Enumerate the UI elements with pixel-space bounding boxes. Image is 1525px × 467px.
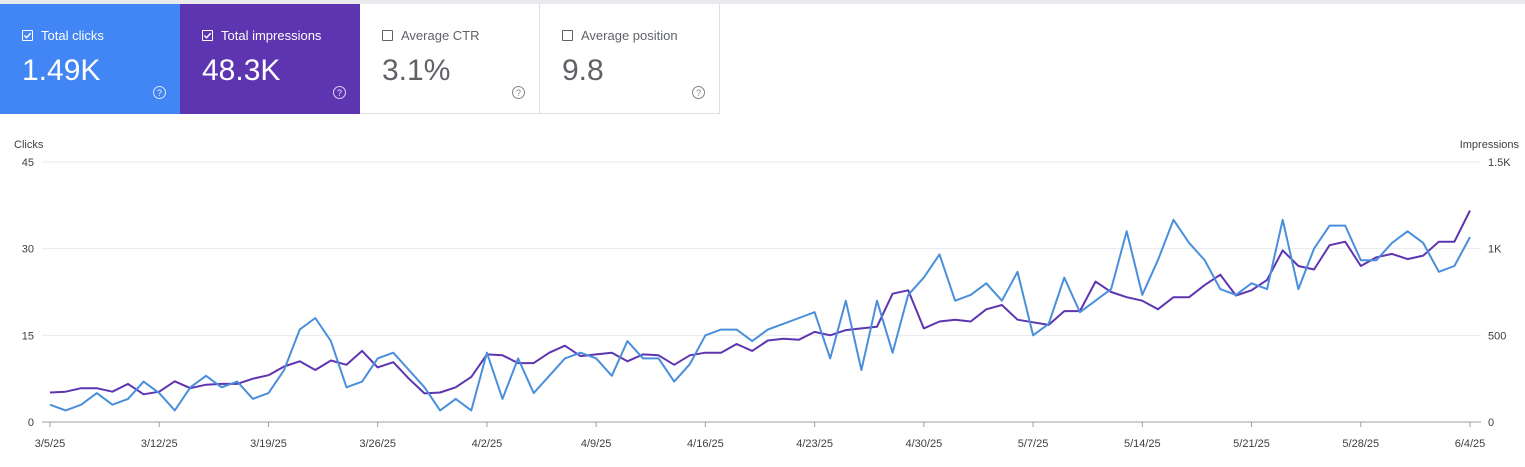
- total-clicks-value: 1.49K: [22, 54, 101, 87]
- total-impressions-header: Total impressions: [202, 28, 321, 43]
- x-tick-label: 3/12/25: [141, 438, 178, 450]
- left-axis-title: Clicks: [14, 139, 44, 151]
- x-tick-label: 3/19/25: [250, 438, 287, 450]
- help-icon[interactable]: ?: [512, 86, 525, 99]
- right-tick-label: 1.5K: [1488, 157, 1511, 169]
- total-impressions-label: Total impressions: [221, 28, 322, 43]
- x-axis-ticks: 3/5/25 3/12/25 3/19/25 3/26/25 4/2/25 4/9/25 4…: [35, 422, 1486, 450]
- metric-cards: Total clicks 1.49K ? Total impressions 4…: [0, 4, 720, 114]
- x-tick-label: 6/4/25: [1455, 438, 1486, 450]
- x-tick-label: 5/28/25: [1342, 438, 1379, 450]
- checkbox-unchecked-icon[interactable]: [562, 30, 573, 41]
- impressions-series-line: [49, 210, 1471, 396]
- left-tick-label: 0: [28, 417, 34, 429]
- left-tick-label: 15: [22, 330, 34, 342]
- chart-series: [49, 210, 1471, 412]
- x-tick-label: 5/7/25: [1018, 438, 1049, 450]
- help-icon[interactable]: ?: [692, 86, 705, 99]
- average-ctr-card[interactable]: Average CTR 3.1% ?: [360, 4, 540, 114]
- right-tick-label: 0: [1488, 417, 1494, 429]
- chart-grid: [42, 161, 1481, 423]
- average-ctr-label: Average CTR: [401, 28, 480, 43]
- x-tick-label: 4/16/25: [687, 438, 724, 450]
- checkbox-checked-icon[interactable]: [202, 30, 213, 41]
- x-tick-label: 4/23/25: [796, 438, 833, 450]
- total-clicks-label: Total clicks: [41, 28, 104, 43]
- average-position-value: 9.8: [562, 54, 604, 87]
- right-axis-ticks: 0 500 1K 1.5K: [1488, 157, 1511, 429]
- total-clicks-header: Total clicks: [22, 28, 104, 43]
- x-tick-label: 4/2/25: [472, 438, 503, 450]
- average-position-header: Average position: [562, 28, 678, 43]
- checkbox-unchecked-icon[interactable]: [382, 30, 393, 41]
- help-icon[interactable]: ?: [333, 86, 346, 99]
- right-tick-label: 1K: [1488, 244, 1502, 256]
- average-ctr-header: Average CTR: [382, 28, 480, 43]
- left-axis-ticks: 0 15 30 45: [22, 157, 34, 429]
- top-divider: [0, 0, 1525, 4]
- left-tick-label: 30: [22, 244, 34, 256]
- total-impressions-value: 48.3K: [202, 54, 281, 87]
- x-tick-label: 3/5/25: [35, 438, 66, 450]
- x-tick-label: 4/9/25: [581, 438, 612, 450]
- left-tick-label: 45: [22, 157, 34, 169]
- average-position-card[interactable]: Average position 9.8 ?: [540, 4, 720, 114]
- clicks-series-line: [49, 218, 1471, 412]
- right-axis-title: Impressions: [1460, 139, 1520, 151]
- help-icon[interactable]: ?: [153, 86, 166, 99]
- x-tick-label: 4/30/25: [905, 438, 942, 450]
- x-tick-label: 5/21/25: [1233, 438, 1270, 450]
- performance-line-chart: Clicks Impressions 0 15 30 45 0 500 1K 1.5K 3/…: [14, 139, 1520, 450]
- total-impressions-card[interactable]: Total impressions 48.3K ?: [180, 4, 360, 114]
- average-ctr-value: 3.1%: [382, 54, 451, 87]
- average-position-label: Average position: [581, 28, 678, 43]
- x-tick-label: 3/26/25: [359, 438, 396, 450]
- total-clicks-card[interactable]: Total clicks 1.49K ?: [0, 4, 180, 114]
- right-tick-label: 500: [1488, 330, 1506, 342]
- x-tick-label: 5/14/25: [1124, 438, 1161, 450]
- checkbox-checked-icon[interactable]: [22, 30, 33, 41]
